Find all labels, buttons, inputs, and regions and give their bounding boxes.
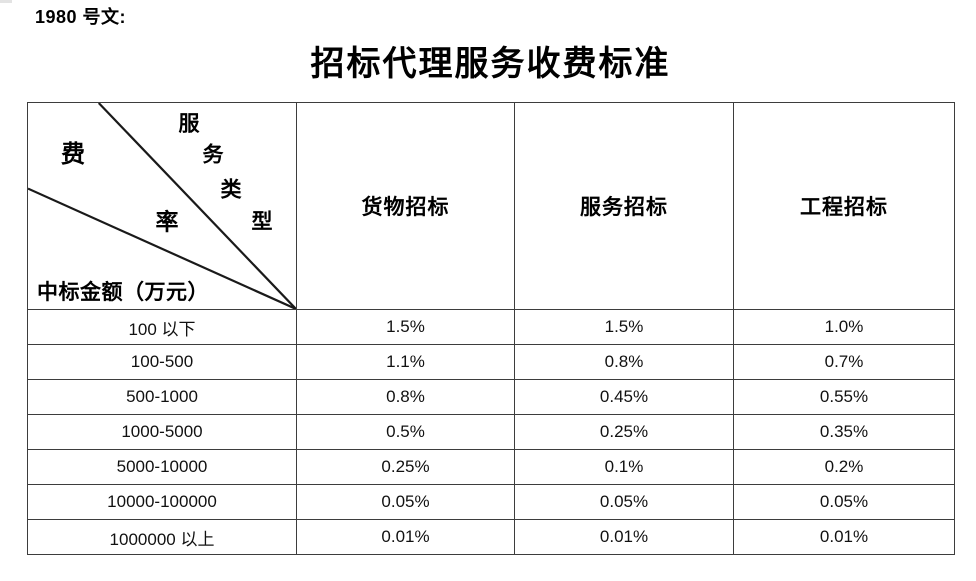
amount-cell: 10000-100000 bbox=[27, 484, 297, 520]
fee-standard-table: 费 率 服 务 类 型 中标金额（万元） 货物招标 服务招标 工程招标 100 … bbox=[27, 102, 955, 555]
table-row: 1000000 以上 0.01% 0.01% 0.01% bbox=[27, 519, 955, 555]
amount-cell: 100-500 bbox=[27, 344, 297, 380]
column-header-services: 服务招标 bbox=[514, 102, 734, 310]
engineering-rate-cell: 0.7% bbox=[733, 344, 955, 380]
table-row: 500-1000 0.8% 0.45% 0.55% bbox=[27, 379, 955, 415]
services-rate-cell: 0.8% bbox=[514, 344, 734, 380]
engineering-rate-cell: 0.01% bbox=[733, 519, 955, 555]
goods-rate-cell: 0.5% bbox=[296, 414, 515, 450]
table-row: 5000-10000 0.25% 0.1% 0.2% bbox=[27, 449, 955, 485]
goods-rate-cell: 0.8% bbox=[296, 379, 515, 415]
scan-artifact bbox=[0, 0, 12, 3]
services-rate-cell: 0.05% bbox=[514, 484, 734, 520]
page-title: 招标代理服务收费标准 bbox=[310, 46, 671, 83]
engineering-rate-cell: 0.2% bbox=[733, 449, 955, 485]
goods-rate-cell: 0.25% bbox=[296, 449, 515, 485]
service-type-label-char: 服 bbox=[178, 111, 200, 136]
service-type-label-char: 型 bbox=[251, 209, 273, 234]
diagonal-line-lower bbox=[28, 187, 296, 309]
table-header-row: 费 率 服 务 类 型 中标金额（万元） 货物招标 服务招标 工程招标 bbox=[27, 102, 955, 310]
amount-cell: 5000-10000 bbox=[27, 449, 297, 485]
diagonal-corner-cell: 费 率 服 务 类 型 中标金额（万元） bbox=[27, 102, 297, 310]
goods-rate-cell: 1.1% bbox=[296, 344, 515, 380]
table-row: 1000-5000 0.5% 0.25% 0.35% bbox=[27, 414, 955, 450]
service-type-label-char: 类 bbox=[220, 177, 242, 202]
diagonal-line-upper bbox=[97, 103, 296, 309]
goods-rate-cell: 1.5% bbox=[296, 309, 515, 345]
amount-axis-label: 中标金额（万元） bbox=[37, 279, 209, 304]
table-row: 10000-100000 0.05% 0.05% 0.05% bbox=[27, 484, 955, 520]
column-header-goods: 货物招标 bbox=[296, 102, 515, 310]
services-rate-cell: 0.45% bbox=[514, 379, 734, 415]
goods-rate-cell: 0.05% bbox=[296, 484, 515, 520]
fee-rate-label-char: 率 bbox=[155, 209, 179, 235]
amount-cell: 1000000 以上 bbox=[27, 519, 297, 555]
services-rate-cell: 0.25% bbox=[514, 414, 734, 450]
amount-cell: 100 以下 bbox=[27, 309, 297, 345]
table-row: 100-500 1.1% 0.8% 0.7% bbox=[27, 344, 955, 380]
fee-rate-label-char: 费 bbox=[61, 142, 85, 168]
goods-rate-cell: 0.01% bbox=[296, 519, 515, 555]
doc-reference-number: 1980 号文: bbox=[35, 7, 127, 27]
services-rate-cell: 0.01% bbox=[514, 519, 734, 555]
amount-cell: 500-1000 bbox=[27, 379, 297, 415]
engineering-rate-cell: 0.05% bbox=[733, 484, 955, 520]
corner-diagonal-lines bbox=[28, 103, 296, 309]
amount-cell: 1000-5000 bbox=[27, 414, 297, 450]
service-type-label-char: 务 bbox=[202, 142, 224, 167]
services-rate-cell: 0.1% bbox=[514, 449, 734, 485]
engineering-rate-cell: 0.55% bbox=[733, 379, 955, 415]
column-header-engineering: 工程招标 bbox=[733, 102, 955, 310]
engineering-rate-cell: 1.0% bbox=[733, 309, 955, 345]
services-rate-cell: 1.5% bbox=[514, 309, 734, 345]
engineering-rate-cell: 0.35% bbox=[733, 414, 955, 450]
table-row: 100 以下 1.5% 1.5% 1.0% bbox=[27, 309, 955, 345]
